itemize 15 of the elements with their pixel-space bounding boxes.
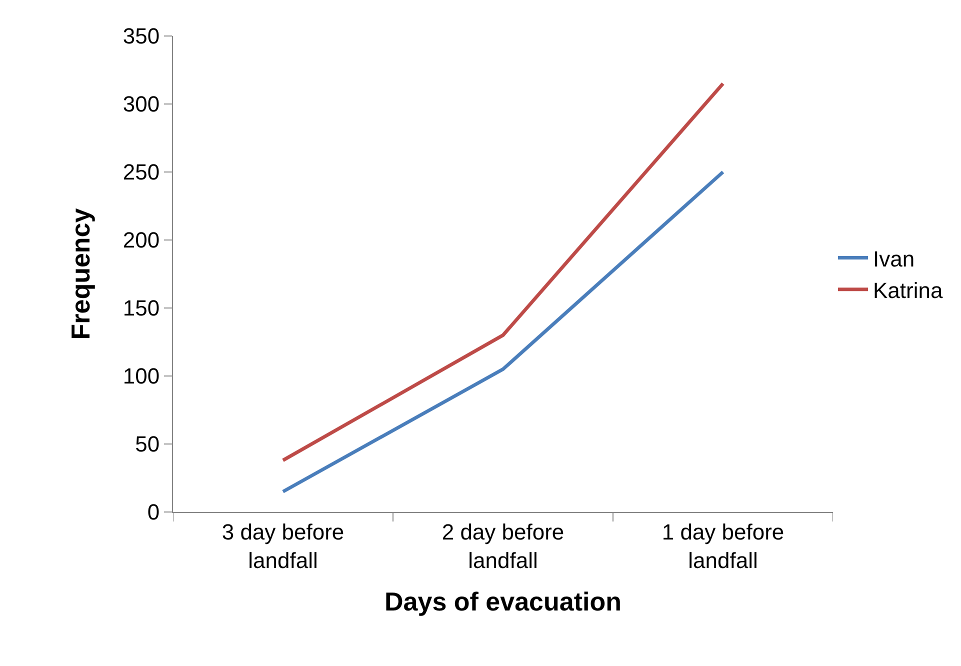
y-tick-label: 100 bbox=[122, 364, 160, 389]
y-tick-label: 150 bbox=[122, 296, 160, 321]
y-tick-label: 200 bbox=[122, 228, 160, 253]
x-axis-title: Days of evacuation bbox=[384, 586, 622, 617]
legend-label: Katrina bbox=[873, 278, 944, 303]
legend-label: Ivan bbox=[873, 246, 915, 272]
y-tick-label: 0 bbox=[147, 500, 160, 525]
y-axis-title: Frequency bbox=[65, 208, 96, 340]
x-tick-label: 1 day before landfall bbox=[662, 519, 784, 573]
x-tick-label: 2 day before landfall bbox=[442, 519, 564, 573]
y-tick-label: 300 bbox=[122, 92, 160, 117]
y-tick-label: 250 bbox=[122, 160, 160, 185]
x-tick-label: 3 day before landfall bbox=[222, 519, 344, 573]
y-tick-label: 350 bbox=[122, 24, 160, 49]
y-tick-label: 50 bbox=[135, 432, 160, 457]
